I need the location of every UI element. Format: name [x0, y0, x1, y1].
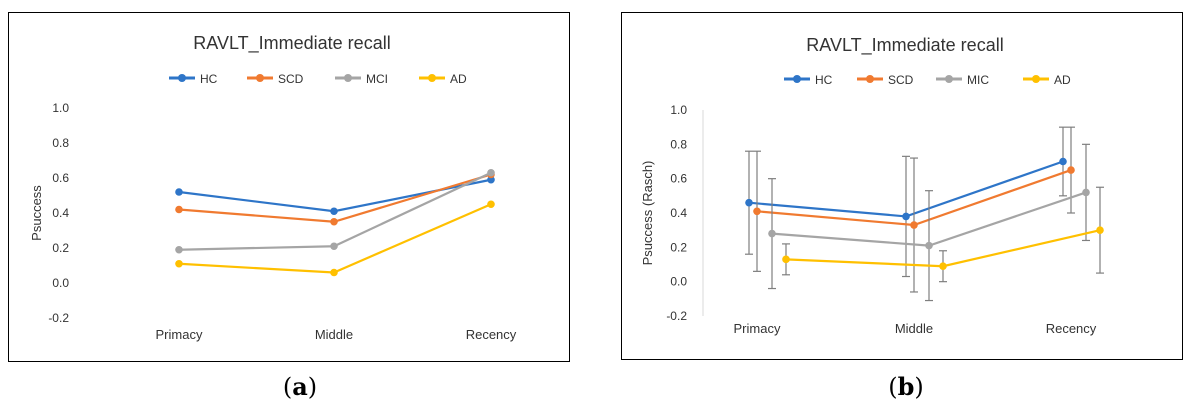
legend-marker [793, 75, 801, 83]
data-point [330, 268, 338, 277]
panel-label-a: (a) [270, 372, 330, 401]
panel-label-open: ( [282, 373, 293, 401]
panel-label-close: ) [914, 373, 924, 401]
category-label: Recency [466, 327, 517, 342]
data-point [1082, 188, 1090, 197]
data-point [330, 242, 338, 251]
legend-marker [256, 74, 264, 82]
y-tick-label: 0.0 [670, 275, 687, 289]
chart-title: RAVLT_Immediate recall [193, 33, 390, 54]
legend-label: MIC [967, 73, 989, 87]
legend-marker [428, 74, 436, 82]
chart-b: RAVLT_Immediate recall HC SCD MIC AD 1.0 0.8 0.… [640, 35, 1104, 336]
data-point [902, 212, 910, 221]
legend-marker [178, 74, 186, 82]
chart-title: RAVLT_Immediate recall [806, 35, 1003, 56]
y-tick-label: 0.8 [52, 136, 69, 150]
legend-label: AD [450, 72, 467, 86]
category-label: Recency [1046, 321, 1097, 336]
data-point [330, 217, 338, 226]
panel-label-b: (b) [876, 372, 936, 401]
data-point [753, 207, 761, 216]
data-point [175, 188, 183, 196]
panel-label-letter: a [292, 372, 308, 401]
data-point [745, 198, 753, 207]
data-point [782, 255, 790, 264]
panel-label-close: ) [307, 373, 318, 401]
data-point [330, 207, 338, 216]
legend-marker [1032, 75, 1040, 83]
data-point [487, 175, 495, 184]
category-label: Primacy [734, 321, 781, 336]
legend-label: HC [815, 73, 833, 87]
chart-panel-b: RAVLT_Immediate recall HC SCD MIC AD 1.0 0.8 0.… [621, 12, 1183, 360]
data-point [175, 205, 183, 214]
category-label: Middle [315, 327, 353, 342]
y-tick-label: 0.2 [670, 240, 687, 254]
y-axis-label: Psuccess (Rasch) [640, 161, 655, 266]
y-tick-label: 0.4 [52, 206, 69, 220]
data-point [175, 259, 183, 268]
data-point [925, 241, 933, 250]
data-point [1096, 226, 1104, 234]
y-tick-label: 0.6 [52, 171, 69, 185]
data-point [939, 262, 947, 271]
y-tick-label: 0.2 [52, 241, 69, 255]
y-tick-label: 1.0 [52, 101, 69, 115]
data-point [1059, 157, 1067, 166]
data-point [487, 168, 495, 177]
legend-label: HC [200, 72, 218, 86]
category-label: Middle [895, 321, 933, 336]
y-axis-label: Psuccess [29, 185, 44, 241]
y-tick-label: -0.2 [48, 311, 69, 325]
data-point [487, 200, 495, 209]
y-tick-label: -0.2 [666, 309, 687, 323]
panel-label-open: ( [888, 373, 898, 401]
category-label: Primacy [156, 327, 203, 342]
chart-a: RAVLT_Immediate recall HC SCD MCI AD 1.0 0.8 0.… [29, 33, 517, 342]
legend-marker [866, 75, 874, 83]
legend-marker [344, 74, 352, 82]
y-tick-label: 0.6 [670, 172, 687, 186]
panel-label-letter: b [897, 372, 915, 401]
legend-label: MCI [366, 72, 388, 86]
y-tick-label: 0.8 [670, 137, 687, 151]
legend-label: SCD [278, 72, 304, 86]
chart-panel-a: RAVLT_Immediate recall HC SCD MCI AD 1.0 0.8 0.… [8, 12, 570, 362]
y-tick-label: 1.0 [670, 103, 687, 117]
legend-marker [945, 75, 953, 83]
legend-label: SCD [888, 73, 914, 87]
y-tick-label: 0.4 [670, 206, 687, 220]
y-tick-label: 0.0 [52, 276, 69, 290]
legend-label: AD [1054, 73, 1071, 87]
data-point [910, 221, 918, 229]
data-point [768, 229, 776, 238]
data-point [1067, 166, 1075, 174]
data-point [175, 245, 183, 254]
